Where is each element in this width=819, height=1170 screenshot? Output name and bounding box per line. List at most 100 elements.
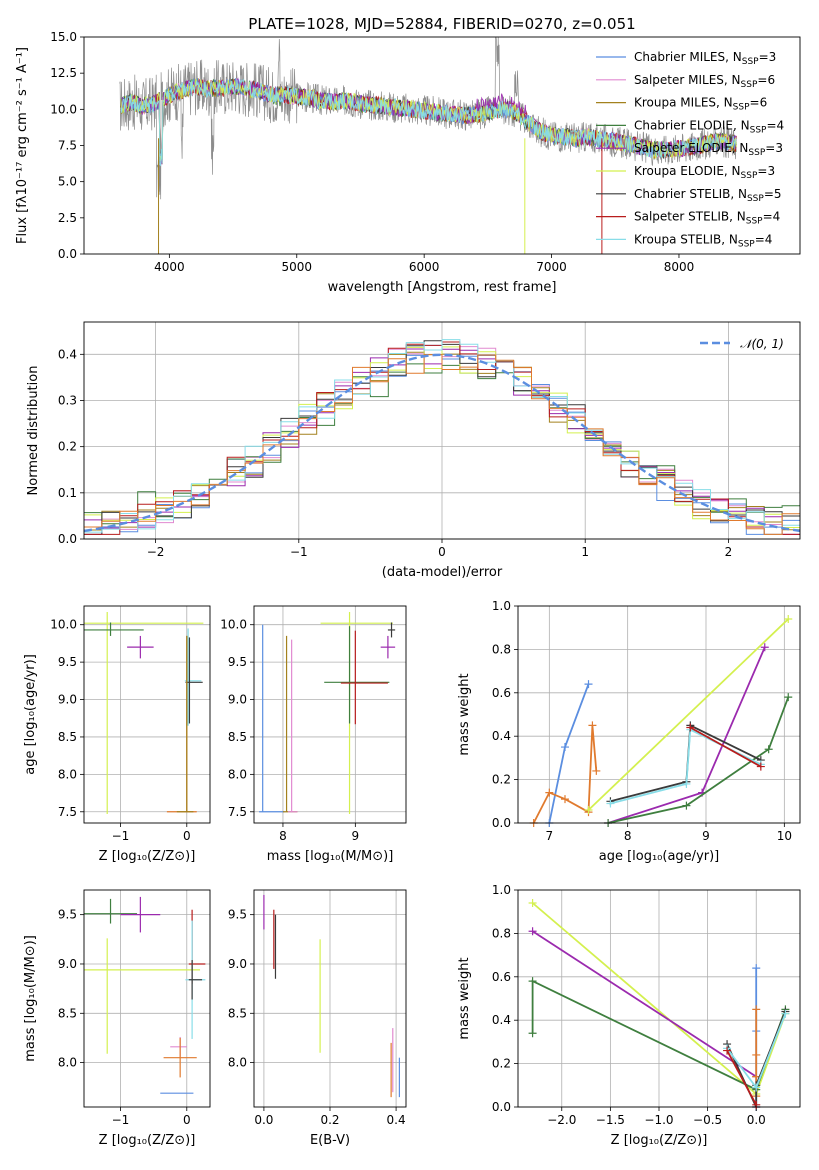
legend-entry: Kroupa STELIB, NSSP=4 bbox=[634, 232, 772, 249]
mass-vs-z-ytick-label: 9.5 bbox=[58, 908, 77, 922]
legend-sub: SSP bbox=[741, 171, 758, 181]
weight-vs-z-series-c8 bbox=[726, 1050, 757, 1106]
spectrum-ytick-label: 7.5 bbox=[58, 139, 77, 153]
weight-vs-z-ytick-label: 0.2 bbox=[492, 1057, 511, 1071]
residuals-xlabel: (data-model)/error bbox=[382, 565, 503, 580]
legend-name: Kroupa MILES, N bbox=[634, 96, 733, 110]
mass-vs-ebv-xtick-label: 0.0 bbox=[254, 1113, 273, 1127]
model-spectrum-c9 bbox=[120, 78, 737, 167]
weight-vs-z-marker bbox=[528, 977, 537, 986]
weight-vs-age-marker bbox=[682, 779, 691, 788]
legend-name: Chabrier MILES, N bbox=[634, 50, 742, 64]
weight-vs-z-ylabel: mass weight bbox=[457, 957, 472, 1039]
age-vs-mass-ytick-label: 8.0 bbox=[228, 767, 247, 781]
weight-vs-age-marker bbox=[584, 680, 593, 689]
observed-spectrum bbox=[119, 37, 737, 200]
age-vs-mass-ytick-label: 9.5 bbox=[228, 655, 247, 669]
weight-vs-age-marker bbox=[682, 801, 691, 810]
weight-vs-age-xtick-label: 9 bbox=[702, 829, 710, 843]
legend-entry: Chabrier ELODIE, NSSP=4 bbox=[634, 118, 784, 135]
legend-name: Salpeter STELIB, N bbox=[634, 210, 746, 224]
weight-vs-age-ylabel: mass weight bbox=[457, 673, 472, 755]
mass-vs-ebv-xtick-label: 0.4 bbox=[387, 1113, 406, 1127]
mass-vs-ebv-ytick-label: 8.0 bbox=[228, 1056, 247, 1070]
mass-vs-ebv-plot-area bbox=[263, 894, 400, 1098]
legend-normal: 𝒩(0, 1) bbox=[740, 337, 784, 351]
age-vs-mass-ytick-label: 7.5 bbox=[228, 805, 247, 819]
weight-vs-age-marker bbox=[784, 693, 793, 702]
weight-vs-age-series-c4 bbox=[607, 696, 790, 824]
weight-vs-z-marker bbox=[528, 927, 537, 936]
weight-vs-age-ytick-label: 0.2 bbox=[492, 773, 511, 787]
age-vs-mass-ytick-label: 8.5 bbox=[228, 730, 247, 744]
residuals-xtick-label: −2 bbox=[147, 545, 165, 559]
weight-vs-z-xlabel: Z [log₁₀(Z/Z⊙)] bbox=[611, 1133, 708, 1148]
residuals-ytick-label: 0.4 bbox=[58, 347, 77, 361]
weight-vs-z-marker bbox=[752, 1005, 761, 1014]
weight-vs-age-series-c6 bbox=[587, 618, 789, 811]
legend-suffix: =5 bbox=[764, 187, 782, 201]
legend-sub: SSP bbox=[742, 57, 759, 67]
legend-entry: Salpeter ELODIE, NSSP=3 bbox=[634, 141, 783, 158]
legend-suffix: =4 bbox=[755, 232, 773, 246]
weight-vs-age-marker bbox=[764, 745, 773, 754]
legend-sub: SSP bbox=[741, 80, 758, 90]
weight-vs-z-marker bbox=[781, 1009, 790, 1018]
legend-suffix: =3 bbox=[757, 164, 775, 178]
legend-name: Salpeter MILES, N bbox=[634, 73, 741, 87]
weight-vs-z-marker bbox=[528, 1029, 537, 1038]
legend-name: Salpeter ELODIE, N bbox=[634, 141, 748, 155]
spectrum-xtick-label: 6000 bbox=[409, 260, 440, 274]
residuals-xtick-label: 0 bbox=[438, 545, 446, 559]
legend-name: Kroupa STELIB, N bbox=[634, 232, 738, 246]
mass-vs-z-xtick-label: 0 bbox=[183, 1113, 191, 1127]
age-vs-mass-xtick-label: 9 bbox=[352, 829, 360, 843]
weight-vs-age-ytick-label: 0.8 bbox=[492, 642, 511, 656]
age-vs-z-plot-area bbox=[84, 611, 204, 815]
weight-vs-age-marker bbox=[686, 723, 695, 732]
spectrum-xtick-label: 5000 bbox=[281, 260, 312, 274]
weight-vs-age-marker bbox=[561, 743, 569, 752]
weight-vs-z-series-c5 bbox=[532, 930, 757, 1078]
residuals-xtick-label: −1 bbox=[290, 545, 308, 559]
weight-vs-z-xtick-label: −0.5 bbox=[693, 1113, 722, 1127]
weight-vs-age-series-c8 bbox=[689, 726, 762, 768]
age-vs-z-xtick-label: 0 bbox=[183, 829, 191, 843]
residuals-frame bbox=[83, 321, 801, 540]
weight-vs-z-ytick-label: 0.4 bbox=[492, 1013, 511, 1027]
legend-suffix: =3 bbox=[759, 50, 777, 64]
mass-vs-ebv-ytick-label: 9.5 bbox=[228, 908, 247, 922]
weight-vs-age-ytick-label: 0.6 bbox=[492, 686, 511, 700]
age-vs-z-ytick-label: 8.5 bbox=[58, 730, 77, 744]
weight-vs-age-marker bbox=[592, 766, 601, 775]
spectrum-ytick-label: 12.5 bbox=[50, 66, 77, 80]
weight-vs-age-ytick-label: 0.4 bbox=[492, 729, 511, 743]
legend-name: Chabrier STELIB, N bbox=[634, 187, 747, 201]
age-vs-mass-plot-area bbox=[259, 611, 396, 815]
weight-vs-z-marker bbox=[528, 899, 537, 908]
weight-vs-age-marker bbox=[760, 643, 769, 652]
mass-vs-z-plot-area bbox=[84, 896, 206, 1094]
legend-entry: Salpeter MILES, NSSP=6 bbox=[634, 73, 775, 90]
age-vs-z-xlabel: Z [log₁₀(Z/Z⊙)] bbox=[99, 849, 196, 864]
weight-vs-age-marker bbox=[784, 615, 793, 624]
residuals-ytick-label: 0.3 bbox=[58, 393, 77, 407]
weight-vs-z-ytick-label: 0.0 bbox=[492, 1100, 511, 1114]
legend-sub: SSP bbox=[738, 239, 755, 249]
mass-vs-z-xlabel: Z [log₁₀(Z/Z⊙)] bbox=[99, 1133, 196, 1148]
normal-curve bbox=[83, 353, 801, 533]
legend-suffix: =4 bbox=[763, 210, 781, 224]
spectrum-frame bbox=[83, 36, 801, 255]
legend-sub: SSP bbox=[750, 125, 767, 135]
legend-suffix: =4 bbox=[766, 118, 784, 132]
age-vs-mass-frame bbox=[253, 605, 407, 824]
weight-vs-z-frame bbox=[517, 889, 801, 1108]
weight-vs-z-marker bbox=[752, 1050, 761, 1059]
legend-suffix: =6 bbox=[750, 96, 768, 110]
mass-vs-ebv-ytick-label: 8.5 bbox=[228, 1006, 247, 1020]
spectrum-ytick-label: 5.0 bbox=[58, 175, 77, 189]
legend-sub: SSP bbox=[746, 217, 763, 227]
legend-entry: Kroupa MILES, NSSP=6 bbox=[634, 96, 767, 113]
weight-vs-age-marker bbox=[545, 788, 554, 797]
spectrum-ylabel: Flux [fλ10⁻¹⁷ erg cm⁻² s⁻¹ A⁻¹] bbox=[15, 47, 30, 244]
